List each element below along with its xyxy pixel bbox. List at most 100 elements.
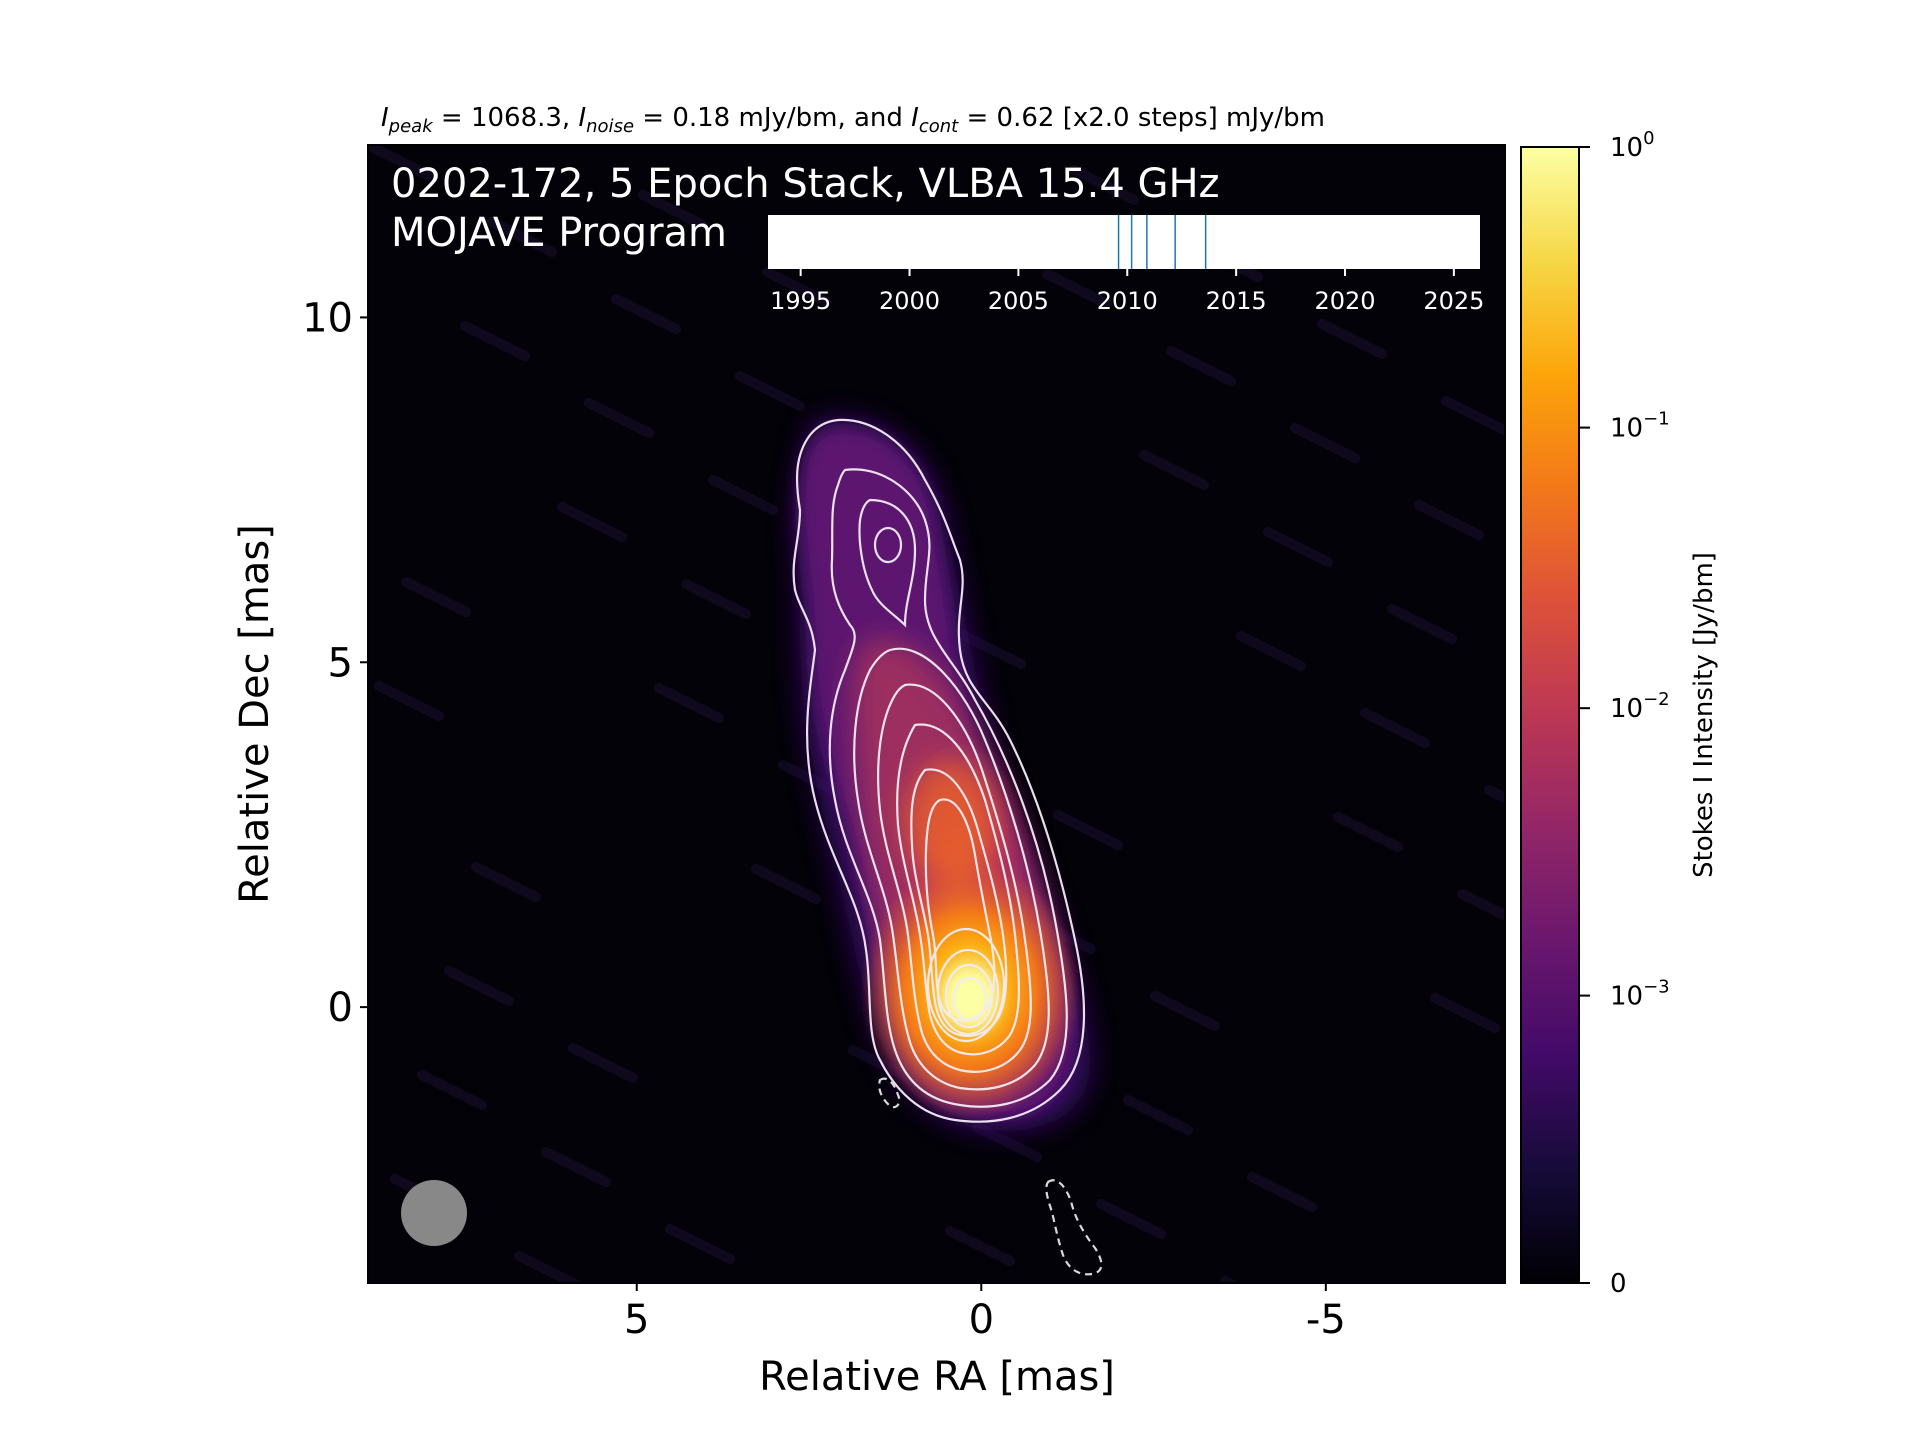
image-plot: 0202-172, 5 Epoch Stack, VLBA 15.4 GHz M… <box>368 145 1505 1283</box>
noise-stripe <box>681 579 751 619</box>
contour-level-13 <box>952 976 988 1022</box>
core <box>942 970 998 1030</box>
y-axis-label: Relative Dec [mas] <box>232 524 278 904</box>
noise-stripe <box>654 683 724 723</box>
noise-stripe <box>1150 991 1220 1031</box>
noise-stripe <box>1484 785 1505 804</box>
noise-stripe <box>1414 500 1484 540</box>
x-tick-label: 5 <box>624 1297 649 1343</box>
noise-stripe <box>1123 1095 1193 1135</box>
y-tick-label: 10 <box>302 295 353 341</box>
noise-stripe <box>1430 993 1500 1033</box>
timeline-tick-label: 2020 <box>1314 287 1375 315</box>
colorbar-tick-label: 100 <box>1610 128 1655 163</box>
contour-level-4 <box>873 526 903 564</box>
x-axis-label: Relative RA [mas] <box>759 1354 1115 1400</box>
contour-level-10 <box>926 927 1006 1043</box>
noise-stripe <box>568 1043 638 1083</box>
noise-stripe <box>1333 812 1403 852</box>
contour-level-1 <box>792 418 1086 1123</box>
noise-stripe <box>762 267 832 307</box>
noise-stripes <box>368 145 1505 1283</box>
x-tick-label: 0 <box>969 1297 994 1343</box>
jet-knot <box>905 760 995 880</box>
noise-stripe <box>1263 527 1333 567</box>
negative-contour-2 <box>1045 1179 1103 1276</box>
timeline-tick-label: 2000 <box>879 287 940 315</box>
colorbar-fill <box>1521 147 1579 1283</box>
noise-stripe <box>956 629 1026 669</box>
noise-stripe <box>1053 810 1123 850</box>
epoch-timeline: 1995 2000 2005 2010 2015 2020 2025 <box>768 215 1484 315</box>
noise-stripe <box>1317 319 1387 359</box>
plot-title-line1: 0202-172, 5 Epoch Stack, VLBA 15.4 GHz <box>391 161 1220 207</box>
contour-level-3 <box>858 498 917 628</box>
timeline-tick-label: 2005 <box>988 287 1049 315</box>
contour-level-9 <box>924 798 996 1022</box>
x-tick-label: -5 <box>1306 1297 1346 1343</box>
noise-stripe <box>972 1122 1042 1162</box>
noise-stripe <box>557 502 627 542</box>
contour-level-5 <box>853 647 1050 1091</box>
colorbar-tick-label: 10−3 <box>1610 977 1670 1012</box>
contour-level-7 <box>896 723 1021 1056</box>
contours <box>792 418 1086 1123</box>
timeline-tick-label: 1995 <box>770 287 831 315</box>
noise-stripe <box>1220 1276 1241 1283</box>
noise-stripe <box>611 294 681 334</box>
y-tick-label: 0 <box>328 985 353 1031</box>
noise-stripe <box>735 371 805 411</box>
contour-level-8 <box>910 768 1008 1037</box>
noise-stripe <box>1247 1172 1317 1212</box>
noise-stripe <box>1457 889 1505 922</box>
noise-stripe <box>487 217 557 257</box>
noise-stripe <box>471 862 541 902</box>
negative-contours <box>878 1077 1103 1276</box>
contour-level-12 <box>944 963 994 1029</box>
plot-frame <box>367 144 1506 1284</box>
contour-level-11 <box>936 948 1000 1036</box>
noise-stripe <box>638 190 708 230</box>
noise-stripe <box>541 1147 611 1187</box>
colorbar-frame <box>1520 146 1580 1284</box>
colorbar-label: Stokes I Intensity [Jy/bm] <box>1689 552 1719 878</box>
noise-stripe <box>1096 1199 1166 1239</box>
colorbar-ticks: 100 10−1 10−2 10−3 0 <box>1579 128 1670 1299</box>
timeline-tick-label: 2025 <box>1423 287 1484 315</box>
noise-stripe <box>1387 604 1457 644</box>
timeline-tick-label: 2015 <box>1206 287 1267 315</box>
noise-stripe <box>1139 450 1209 490</box>
noise-stripe <box>584 398 654 438</box>
noise-stripe <box>514 1251 583 1283</box>
noise-stripe <box>417 1070 487 1110</box>
contour-level-6 <box>877 683 1032 1073</box>
noise-stripe <box>444 966 514 1006</box>
colorbar-tick-label: 10−2 <box>1610 689 1670 724</box>
noise-stripe <box>708 475 778 515</box>
plot-title-line2: MOJAVE Program <box>391 210 727 256</box>
noise-stripe <box>1441 396 1505 436</box>
noise-stripe <box>374 681 444 721</box>
header-text: Ipeak = 1068.3, Inoise = 0.18 mJy/bm, an… <box>381 103 1325 137</box>
x-axis: 5 0 -5 <box>624 1283 1346 1343</box>
noise-stripe <box>1236 631 1306 671</box>
noise-stripe <box>1042 269 1112 309</box>
negative-contour-1 <box>878 1077 901 1109</box>
noise-stripe <box>460 321 530 361</box>
noise-stripe <box>401 577 471 617</box>
noise-stripe <box>945 1226 1015 1266</box>
y-axis: 10 5 0 <box>302 295 368 1031</box>
noise-stripe <box>1069 165 1139 205</box>
colorbar-tick-label: 10−1 <box>1610 409 1670 444</box>
noise-stripe <box>368 145 433 180</box>
noise-stripe <box>751 864 821 904</box>
noise-stripe <box>1290 423 1360 463</box>
epoch-timeline-box <box>768 215 1480 269</box>
noise-stripe <box>1166 346 1236 386</box>
beam-ellipse <box>401 1180 467 1246</box>
timeline-tick-label: 2010 <box>1097 287 1158 315</box>
y-tick-label: 5 <box>328 640 353 686</box>
noise-stripe <box>1360 708 1430 748</box>
contour-level-2 <box>828 468 1068 1108</box>
